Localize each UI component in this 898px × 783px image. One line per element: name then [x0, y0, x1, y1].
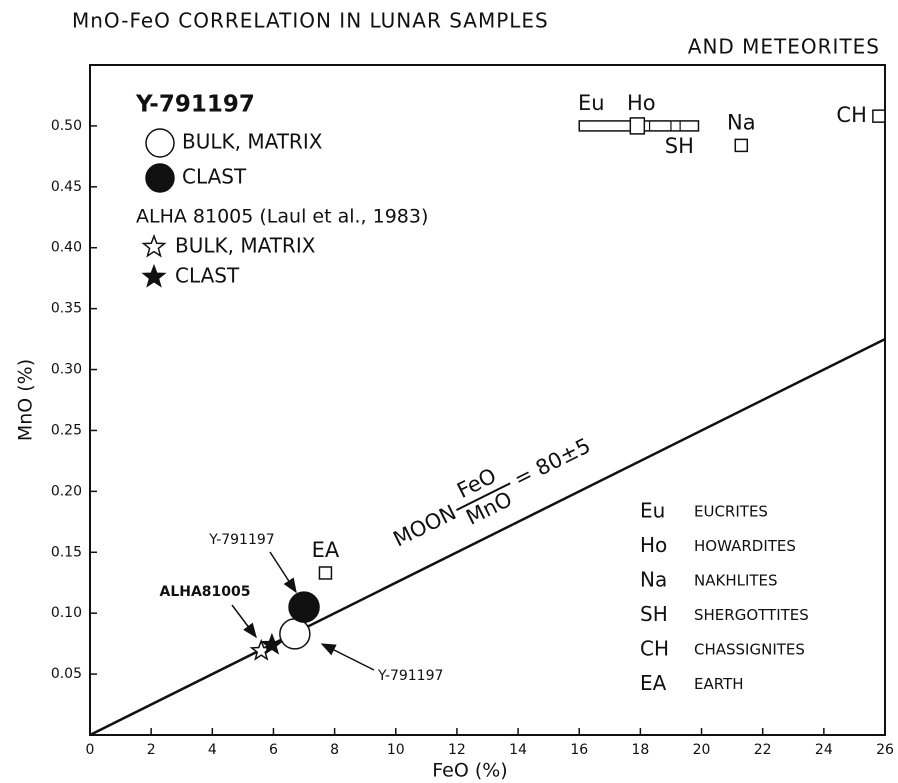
x-tick-label: 4: [208, 742, 217, 758]
y-tick-label: 0.20: [51, 483, 82, 499]
key-name: CHASSIGNITES: [694, 641, 805, 659]
key-name: EUCRITES: [694, 503, 768, 521]
legend-marker: [141, 263, 167, 288]
x-tick-label: 8: [330, 742, 339, 758]
x-tick-label: 22: [754, 742, 772, 758]
key-abbr: EA: [640, 671, 667, 695]
range-label: Eu: [578, 91, 605, 115]
y-tick-label: 0.15: [51, 544, 82, 560]
range-label: Ho: [627, 91, 656, 115]
y-axis-label: MnO (%): [15, 359, 37, 441]
key-name: NAKHLITES: [694, 572, 778, 590]
x-tick-label: 12: [448, 742, 466, 758]
x-tick-label: 20: [693, 742, 711, 758]
filled-circle: [288, 591, 320, 623]
key-abbr: CH: [640, 637, 669, 661]
x-tick-label: 16: [570, 742, 588, 758]
legend-marker: [145, 128, 175, 158]
reference-label: EA: [312, 538, 340, 562]
reference-label: Na: [727, 110, 756, 134]
key-abbr: Ho: [640, 533, 667, 557]
key-name: EARTH: [694, 675, 744, 693]
y-tick-label: 0.05: [51, 666, 82, 682]
annotation-arrow: [320, 643, 375, 671]
open-circle: [279, 618, 311, 650]
x-tick-label: 24: [815, 742, 833, 758]
legend-group-title: Y-791197: [135, 92, 255, 118]
x-axis-label: FeO (%): [432, 760, 507, 782]
moon-label-prefix: MOON: [389, 500, 460, 551]
x-tick-label: 26: [876, 742, 894, 758]
x-tick-label: 14: [509, 742, 527, 758]
x-tick-label: 6: [269, 742, 278, 758]
y-tick-label: 0.30: [51, 362, 82, 378]
legend-marker: [141, 233, 167, 258]
legend-group-title: ALHA 81005 (Laul et al., 1983): [136, 206, 428, 228]
chart-title: AND METEORITES: [688, 35, 880, 59]
key-abbr: Na: [640, 568, 667, 592]
reference-label: CH: [836, 103, 866, 127]
legend-label: CLAST: [182, 165, 247, 189]
reference-marker: [734, 138, 749, 153]
legend-label: BULK, MATRIX: [182, 130, 323, 154]
x-tick-label: 2: [147, 742, 156, 758]
range-label: SH: [665, 134, 694, 158]
reference-marker: [318, 566, 333, 580]
key-abbr: Eu: [640, 499, 665, 523]
legend-label: CLAST: [175, 264, 240, 288]
plot-frame: [89, 64, 886, 736]
x-tick-label: 0: [86, 742, 95, 758]
legend-marker: [145, 163, 175, 193]
x-tick-label: 10: [387, 742, 405, 758]
fraction-bar: [456, 482, 511, 511]
moon-label-suffix: = 80±5: [510, 433, 594, 491]
y-tick-label: 0.45: [51, 179, 82, 195]
annotation-arrow: [231, 604, 257, 639]
y-tick-label: 0.50: [51, 118, 82, 134]
key-abbr: SH: [640, 602, 668, 626]
annotation: Y-791197: [377, 668, 443, 684]
annotation: ALHA81005: [159, 584, 250, 600]
key-name: SHERGOTTITES: [694, 606, 809, 624]
filled-star: [260, 632, 284, 655]
y-tick-label: 0.25: [51, 422, 82, 438]
annotation-arrow: [269, 551, 297, 594]
reference-marker: [872, 109, 886, 123]
chart-title: MnO-FeO CORRELATION IN LUNAR SAMPLES: [72, 9, 549, 33]
x-tick-label: 18: [631, 742, 649, 758]
moon-line: [89, 337, 886, 737]
y-tick-label: 0.10: [51, 605, 82, 621]
y-tick-label: 0.35: [51, 301, 82, 317]
y-tick-label: 0.40: [51, 240, 82, 256]
legend-label: BULK, MATRIX: [175, 234, 316, 258]
annotation: Y-791197: [208, 532, 274, 548]
key-name: HOWARDITES: [694, 537, 796, 555]
ho-marker: [629, 117, 646, 135]
